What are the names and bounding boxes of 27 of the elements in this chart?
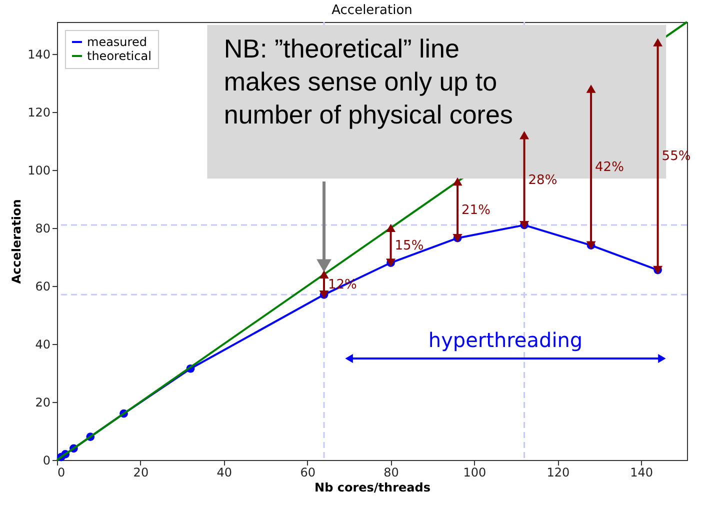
y-tick-label: 0 (42, 454, 50, 468)
y-tick-label: 20 (35, 395, 50, 410)
y-tick-label: 80 (35, 221, 50, 236)
y-axis-title: Acceleration (10, 199, 24, 284)
annotation: 15% (394, 238, 424, 254)
x-tick-label: 60 (300, 466, 316, 480)
x-tick-label: 20 (133, 466, 149, 480)
x-axis-title: Nb cores/threads (314, 480, 430, 494)
chart-title: Acceleration (332, 3, 412, 18)
x-tick-label: 40 (216, 466, 232, 480)
x-tick-label: 140 (630, 466, 654, 480)
x-tick-label: 120 (546, 466, 570, 480)
annotation: 42% (595, 160, 624, 176)
y-tick-label: 40 (35, 337, 50, 352)
annotation: 21% (462, 202, 490, 218)
annotation: hyperthreading (428, 328, 583, 352)
x-tick-label: 80 (384, 466, 399, 480)
legend-label: theoretical (87, 49, 152, 63)
annotation: NB: ”theoretical” line makes sense only up to number of physical cores (224, 34, 513, 130)
y-tick-label: 140 (28, 47, 50, 62)
y-tick-label: 60 (35, 279, 50, 294)
x-tick-label: 0 (58, 466, 66, 480)
x-tick-label: 100 (463, 466, 486, 480)
legend-label: measured (87, 35, 147, 49)
y-tick-label: 120 (28, 105, 50, 120)
y-tick-label: 100 (28, 163, 50, 178)
annotation: 28% (528, 173, 558, 188)
